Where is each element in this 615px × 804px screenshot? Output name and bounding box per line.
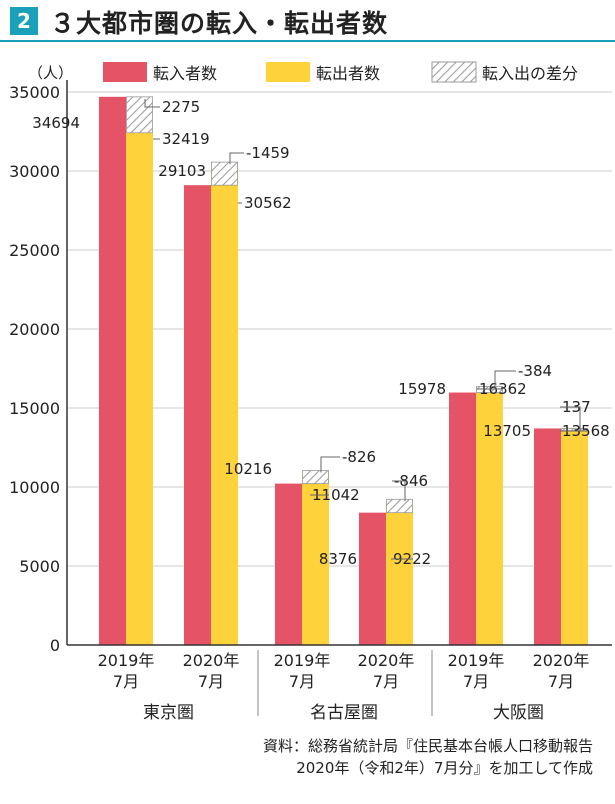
difference-bar [386,498,413,514]
inflow-bar [449,392,476,645]
bar-chart: 0 5000 10000 15000 20000 25000 30000 35000（人） 20… [9,61,612,723]
title-underline [0,40,615,42]
difference-bar [126,96,153,134]
x-period-year: 2020年 [533,651,590,670]
x-period-month: 7月 [289,672,315,691]
leader-line [229,152,244,165]
difference-value-label: -826 [342,448,376,466]
inflow-bar [534,428,561,645]
difference-bar [476,386,503,393]
y-tick-label: 0 [50,636,60,655]
outflow-bar [476,386,503,645]
y-tick-label: 35000 [9,83,60,102]
outflow-bar [302,470,329,645]
axes: 0 5000 10000 15000 20000 25000 30000 35000（人） 20… [9,64,612,723]
y-tick-label: 10000 [9,478,60,497]
inflow-value-label: 10216 [224,460,272,478]
x-period-month: 7月 [373,672,399,691]
difference-value-label: 2275 [162,98,200,116]
inflow-bar [184,185,211,645]
source-line-2: 2020年（令和2年）7月分』を加工して作成 [296,759,593,777]
x-period-month: 7月 [113,672,139,691]
outflow-value-label: 32419 [162,130,210,148]
y-tick-label: 30000 [9,162,60,181]
outflow-bar [211,162,238,645]
title-bar: 2 ３大都市圏の転入・転出者数 [0,0,615,44]
inflow-value-label: 8376 [319,550,357,568]
difference-bar [302,470,329,484]
x-period-year: 2019年 [98,651,155,670]
x-period-year: 2019年 [274,651,331,670]
x-period-year: 2020年 [358,651,415,670]
legend: 転入者数 転出者数 転入出の差分 [103,61,578,83]
x-period-month: 7月 [463,672,489,691]
legend-swatch [103,62,147,82]
x-period-month: 7月 [198,672,224,691]
leader-line [144,98,160,108]
outflow-bar [386,499,413,645]
inflow-value-label: 13705 [483,422,531,440]
legend-swatch [266,62,310,82]
inflow-bar [99,96,126,646]
inflow-value-label: 34694 [32,114,80,132]
bars [99,96,588,646]
x-period-month: 7月 [548,672,574,691]
difference-value-label: -1459 [246,144,290,162]
chart-title: ３大都市圏の転入・転出者数 [50,9,389,38]
y-tick-label: 5000 [19,557,60,576]
outflow-value-label: 11042 [312,486,360,504]
figure-number: 2 [10,7,38,35]
legend-label: 転入出の差分 [482,64,578,83]
legend-swatch [431,61,477,83]
x-period-year: 2020年 [183,651,240,670]
inflow-bar [275,483,302,645]
y-tick-label: 15000 [9,399,60,418]
inflow-bar [359,512,386,645]
outflow-bar [561,430,588,645]
outflow-value-label: 30562 [244,194,292,212]
difference-value-label: -846 [394,472,428,490]
leader-line [392,480,406,502]
legend-label: 転入者数 [153,64,217,83]
difference-bar [211,161,238,186]
x-region-label: 東京圏 [143,703,194,723]
legend-label: 転出者数 [316,64,380,83]
inflow-value-label: 29103 [158,162,206,180]
source-note: 資料：総務省統計局『住民基本台帳人口移動報告 2020年（令和2年）7月分』を加… [263,735,593,779]
source-line-1: 資料：総務省統計局『住民基本台帳人口移動報告 [262,737,593,755]
y-tick-label: 25000 [9,241,60,260]
outflow-bar [126,132,153,646]
leader-line [494,370,516,389]
y-axis-unit: （人） [28,64,73,82]
inflow-value-label: 15978 [398,380,446,398]
x-region-label: 名古屋圏 [310,703,378,723]
y-tick-label: 20000 [9,320,60,339]
difference-value-label: -384 [518,362,552,380]
x-period-year: 2019年 [448,651,505,670]
leader-line [320,456,340,473]
x-region-label: 大阪圏 [493,703,544,723]
data-labels: 34694 32419 2275 29103 30562 -1459 10216 11042 -… [32,98,609,568]
leader-line [560,406,581,431]
